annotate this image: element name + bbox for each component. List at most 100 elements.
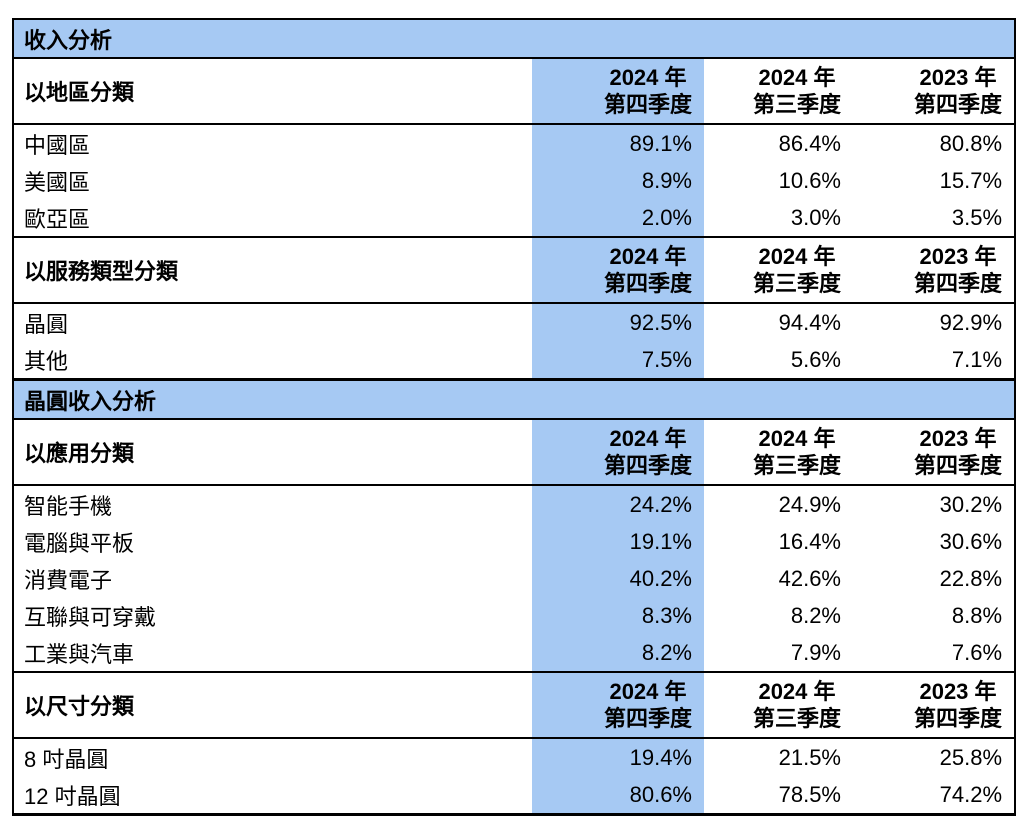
table-row-consumer-electronics: 消費電子 40.2% 42.6% 22.8% <box>13 560 1015 597</box>
row-label: 晶圓 <box>24 311 69 337</box>
header-quarter: 第四季度 <box>603 453 692 478</box>
value-2024-q3: 42.6% <box>778 565 841 591</box>
header-year: 2024 年 <box>609 65 687 90</box>
value-2023-q4: 80.8% <box>939 130 1003 156</box>
column-header-2023-q4: 2023 年第四季度 <box>853 671 1016 739</box>
table-row-china: 中國區 89.1% 86.4% 80.8% <box>13 124 1015 162</box>
group-label: 以地區分類 <box>13 57 532 125</box>
column-header-2024-q4: 2024 年第四季度 <box>532 418 704 486</box>
column-header-2024-q3: 2024 年第三季度 <box>704 236 853 304</box>
value-2024-q3: 24.9% <box>778 491 841 517</box>
value-2023-q4: 25.8% <box>939 744 1003 770</box>
row-label: 中國區 <box>24 132 91 158</box>
value-2024-q3: 3.0% <box>790 204 841 230</box>
value-2024-q4: 24.2% <box>532 485 704 523</box>
header-year: 2024 年 <box>609 244 687 269</box>
header-quarter: 第四季度 <box>914 271 1003 296</box>
value-2024-q4: 80.6% <box>532 776 704 815</box>
value-2024-q4: 19.4% <box>532 738 704 776</box>
table-row-connectivity-wearables: 互聯與可穿戴 8.3% 8.2% 8.8% <box>13 597 1015 634</box>
header-year: 2023 年 <box>919 65 997 90</box>
header-quarter: 第四季度 <box>603 92 692 117</box>
value-2023-q4: 7.6% <box>951 639 1003 665</box>
row-label: 美國區 <box>24 169 91 195</box>
group-header-by-region: 以地區分類 2024 年第四季度 2024 年第三季度 2023 年第四季度 <box>13 57 1016 125</box>
table-row-usa: 美國區 8.9% 10.6% 15.7% <box>13 162 1015 199</box>
table-row-12-inch-wafer: 12 吋晶圓 80.6% 78.5% 74.2% <box>13 776 1015 815</box>
header-year: 2023 年 <box>919 426 997 451</box>
header-year: 2024 年 <box>758 426 836 451</box>
header-quarter: 第四季度 <box>914 706 1003 731</box>
document-page: 收入分析 以地區分類 2024 年第四季度 2024 年第三季度 2023 年第… <box>12 18 1024 816</box>
column-header-2023-q4: 2023 年第四季度 <box>853 57 1016 125</box>
table-row-eurasia: 歐亞區 2.0% 3.0% 3.5% <box>13 199 1015 237</box>
row-label: 其他 <box>24 348 69 374</box>
value-2023-q4: 7.1% <box>951 346 1003 372</box>
row-label: 12 吋晶圓 <box>24 783 121 809</box>
column-header-2023-q4: 2023 年第四季度 <box>853 236 1016 304</box>
value-2024-q4: 19.1% <box>532 523 704 560</box>
value-2023-q4: 3.5% <box>951 204 1003 230</box>
value-2023-q4: 92.9% <box>939 309 1003 335</box>
table-row-others: 其他 7.5% 5.6% 7.1% <box>13 341 1015 380</box>
value-2024-q4: 8.3% <box>532 597 704 634</box>
value-2024-q4: 89.1% <box>532 124 704 162</box>
value-2023-q4: 8.8% <box>951 602 1003 628</box>
value-2023-q4: 30.2% <box>939 491 1003 517</box>
column-header-2024-q3: 2024 年第三季度 <box>704 671 853 739</box>
value-2023-q4: 15.7% <box>939 167 1003 193</box>
header-quarter: 第四季度 <box>603 706 692 731</box>
table-row-computer-tablet: 電腦與平板 19.1% 16.4% 30.6% <box>13 523 1015 560</box>
header-year: 2024 年 <box>758 679 836 704</box>
group-label: 以尺寸分類 <box>13 671 532 739</box>
header-quarter: 第三季度 <box>752 271 841 296</box>
section-band-revenue-analysis: 收入分析 <box>13 19 1016 59</box>
table-row-wafer: 晶圓 92.5% 94.4% 92.9% <box>13 303 1015 341</box>
header-year: 2024 年 <box>609 426 687 451</box>
value-2024-q4: 8.2% <box>532 634 704 672</box>
section-band-wafer-revenue-analysis: 晶圓收入分析 <box>13 378 1016 420</box>
value-2023-q4: 22.8% <box>939 565 1003 591</box>
table-row-8-inch-wafer: 8 吋晶圓 19.4% 21.5% 25.8% <box>13 738 1015 776</box>
header-quarter: 第三季度 <box>752 706 841 731</box>
value-2024-q4: 8.9% <box>532 162 704 199</box>
header-year: 2024 年 <box>758 65 836 90</box>
value-2024-q3: 5.6% <box>790 346 841 372</box>
row-label: 智能手機 <box>24 493 113 519</box>
value-2024-q4: 2.0% <box>532 199 704 237</box>
column-header-2024-q4: 2024 年第四季度 <box>532 57 704 125</box>
column-header-2024-q4: 2024 年第四季度 <box>532 236 704 304</box>
group-header-by-service-type: 以服務類型分類 2024 年第四季度 2024 年第三季度 2023 年第四季度 <box>13 236 1016 304</box>
value-2023-q4: 74.2% <box>939 781 1003 807</box>
column-header-2023-q4: 2023 年第四季度 <box>853 418 1016 486</box>
header-quarter: 第四季度 <box>603 271 692 296</box>
header-quarter: 第三季度 <box>752 453 841 478</box>
value-2024-q4: 7.5% <box>532 341 704 380</box>
value-2024-q3: 8.2% <box>790 602 841 628</box>
revenue-analysis-table: 收入分析 以地區分類 2024 年第四季度 2024 年第三季度 2023 年第… <box>12 18 1017 816</box>
row-label: 歐亞區 <box>24 206 91 232</box>
value-2023-q4: 30.6% <box>939 528 1003 554</box>
row-label: 消費電子 <box>24 567 113 593</box>
value-2024-q4: 92.5% <box>532 303 704 341</box>
section-band-title: 收入分析 <box>13 19 1016 59</box>
section-band-title: 晶圓收入分析 <box>13 378 1016 420</box>
value-2024-q3: 16.4% <box>778 528 841 554</box>
value-2024-q4: 40.2% <box>532 560 704 597</box>
table-row-industrial-automotive: 工業與汽車 8.2% 7.9% 7.6% <box>13 634 1015 672</box>
header-year: 2024 年 <box>609 679 687 704</box>
group-label: 以服務類型分類 <box>13 236 532 304</box>
table-row-smartphone: 智能手機 24.2% 24.9% 30.2% <box>13 485 1015 523</box>
value-2024-q3: 7.9% <box>790 639 841 665</box>
row-label: 8 吋晶圓 <box>24 746 109 772</box>
column-header-2024-q3: 2024 年第三季度 <box>704 57 853 125</box>
group-label: 以應用分類 <box>13 418 532 486</box>
group-header-by-size: 以尺寸分類 2024 年第四季度 2024 年第三季度 2023 年第四季度 <box>13 671 1016 739</box>
value-2024-q3: 21.5% <box>778 744 841 770</box>
row-label: 互聯與可穿戴 <box>24 604 157 630</box>
value-2024-q3: 78.5% <box>778 781 841 807</box>
header-year: 2024 年 <box>758 244 836 269</box>
value-2024-q3: 86.4% <box>778 130 841 156</box>
row-label: 工業與汽車 <box>24 641 135 667</box>
column-header-2024-q4: 2024 年第四季度 <box>532 671 704 739</box>
